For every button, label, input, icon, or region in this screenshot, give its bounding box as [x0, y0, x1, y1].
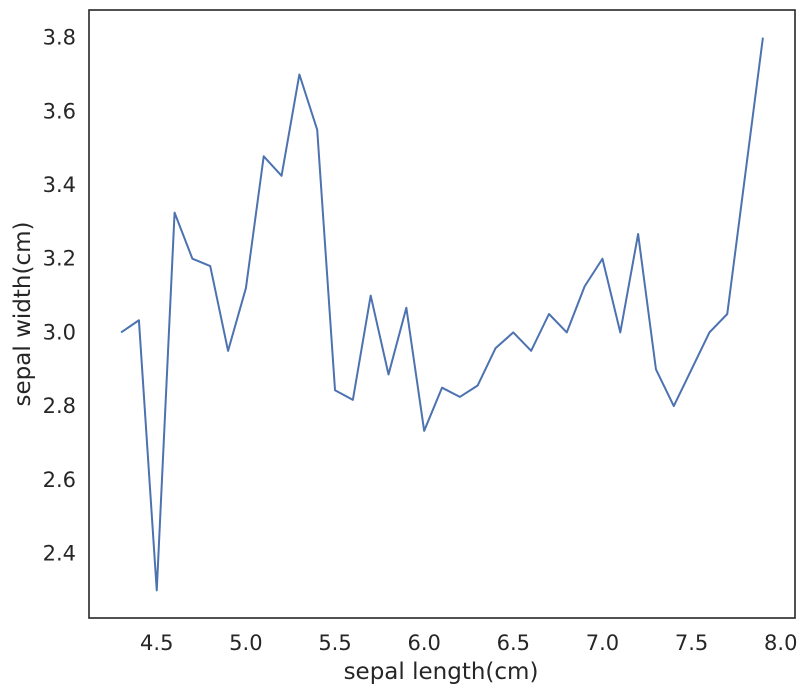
y-tick-label: 3.8 — [43, 26, 76, 50]
x-tick-label: 8.0 — [764, 631, 797, 655]
plot-frame — [88, 9, 796, 619]
x-axis-label: sepal length(cm) — [344, 659, 539, 685]
y-tick-label: 3.2 — [43, 247, 76, 271]
plot-area — [120, 37, 764, 592]
y-axis-ticks: 2.4 2.6 2.8 3.0 3.2 3.4 3.6 3.8 — [43, 26, 76, 566]
series-line — [120, 37, 764, 592]
y-tick-label: 3.4 — [43, 173, 76, 197]
x-tick-label: 7.0 — [586, 631, 619, 655]
x-axis-ticks: 4.5 5.0 5.5 6.0 6.5 7.0 7.5 8.0 — [140, 631, 797, 655]
x-tick-label: 7.5 — [675, 631, 708, 655]
y-tick-label: 2.4 — [43, 542, 76, 566]
x-tick-label: 6.0 — [407, 631, 440, 655]
x-tick-label: 6.5 — [497, 631, 530, 655]
y-axis-label: sepal width(cm) — [10, 222, 36, 407]
x-tick-label: 4.5 — [140, 631, 173, 655]
y-tick-label: 3.0 — [43, 320, 76, 344]
x-tick-label: 5.5 — [318, 631, 351, 655]
y-tick-label: 2.6 — [43, 468, 76, 492]
y-tick-label: 3.6 — [43, 99, 76, 123]
x-tick-label: 5.0 — [229, 631, 262, 655]
y-tick-label: 2.8 — [43, 394, 76, 418]
